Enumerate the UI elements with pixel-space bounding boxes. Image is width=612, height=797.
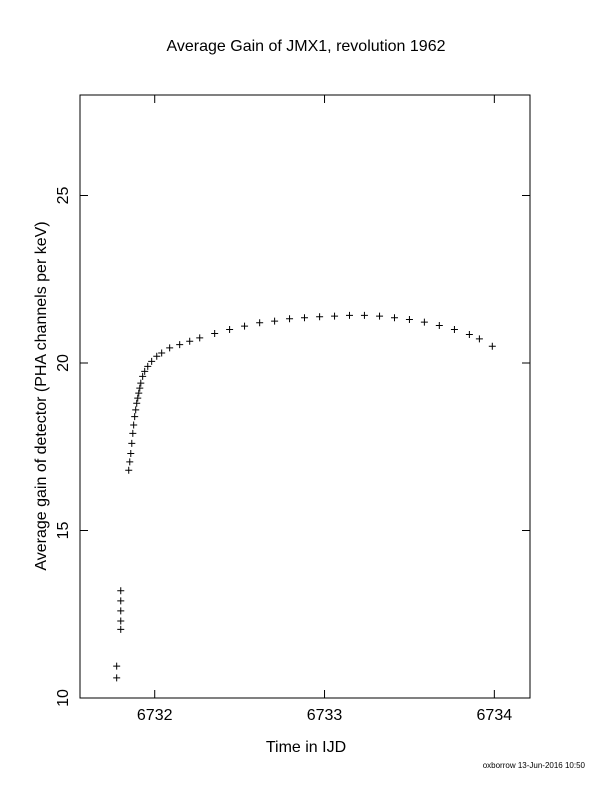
data-point [241, 322, 249, 330]
data-point [117, 625, 125, 633]
data-point [196, 334, 204, 342]
plot-frame [79, 94, 531, 699]
y-tick-label: 25 [55, 187, 72, 205]
data-point [465, 331, 473, 339]
data-point [117, 587, 125, 595]
data-point [148, 357, 156, 365]
data-point [130, 421, 138, 429]
y-tick-label: 10 [55, 689, 72, 707]
data-point [139, 372, 147, 380]
data-point [286, 315, 294, 323]
data-point [135, 389, 143, 397]
data-point [153, 352, 161, 360]
data-point [300, 314, 308, 322]
data-point [131, 413, 139, 421]
data-point [117, 607, 125, 615]
data-point [117, 597, 125, 605]
data-point [390, 314, 398, 322]
x-tick-label: 6732 [137, 707, 173, 724]
chart-title: Average Gain of JMX1, revolution 1962 [167, 38, 446, 55]
data-point [113, 674, 121, 682]
data-point [405, 315, 413, 323]
data-point [360, 311, 368, 319]
data-point [166, 344, 174, 352]
x-axis-label: Time in IJD [266, 739, 346, 756]
data-point [435, 321, 443, 329]
data-point [144, 362, 152, 370]
data-point [316, 313, 324, 321]
y-tick-label: 20 [55, 354, 72, 372]
data-point [176, 341, 184, 349]
data-point [133, 399, 141, 407]
data-point [376, 312, 384, 320]
data-point [134, 394, 142, 402]
y-tick-label: 15 [55, 522, 72, 540]
data-point [129, 429, 137, 437]
data-point [128, 439, 136, 447]
data-point [137, 379, 145, 387]
data-point [450, 326, 458, 333]
data-point [331, 312, 339, 320]
data-point [345, 311, 353, 319]
data-point [141, 367, 149, 375]
data-point [136, 384, 144, 392]
data-point [113, 662, 121, 670]
data-point [127, 449, 135, 457]
footer: oxborrow 13-Jun-2016 10:50 [483, 761, 586, 770]
data-point [256, 319, 264, 327]
x-tick-label: 6734 [477, 707, 513, 724]
data-point [475, 335, 483, 343]
data-point [226, 326, 234, 333]
y-axis-label: Average gain of detector (PHA channels p… [33, 221, 50, 570]
data-point [132, 406, 140, 414]
data-point [211, 330, 219, 338]
data-point [125, 466, 133, 474]
data-point [126, 458, 134, 466]
x-tick-label: 6733 [307, 707, 343, 724]
data-point [271, 317, 279, 325]
data-point [420, 318, 428, 326]
data-point [186, 337, 194, 345]
data-point [117, 617, 125, 625]
data-point [488, 342, 496, 350]
data-point [158, 349, 166, 357]
